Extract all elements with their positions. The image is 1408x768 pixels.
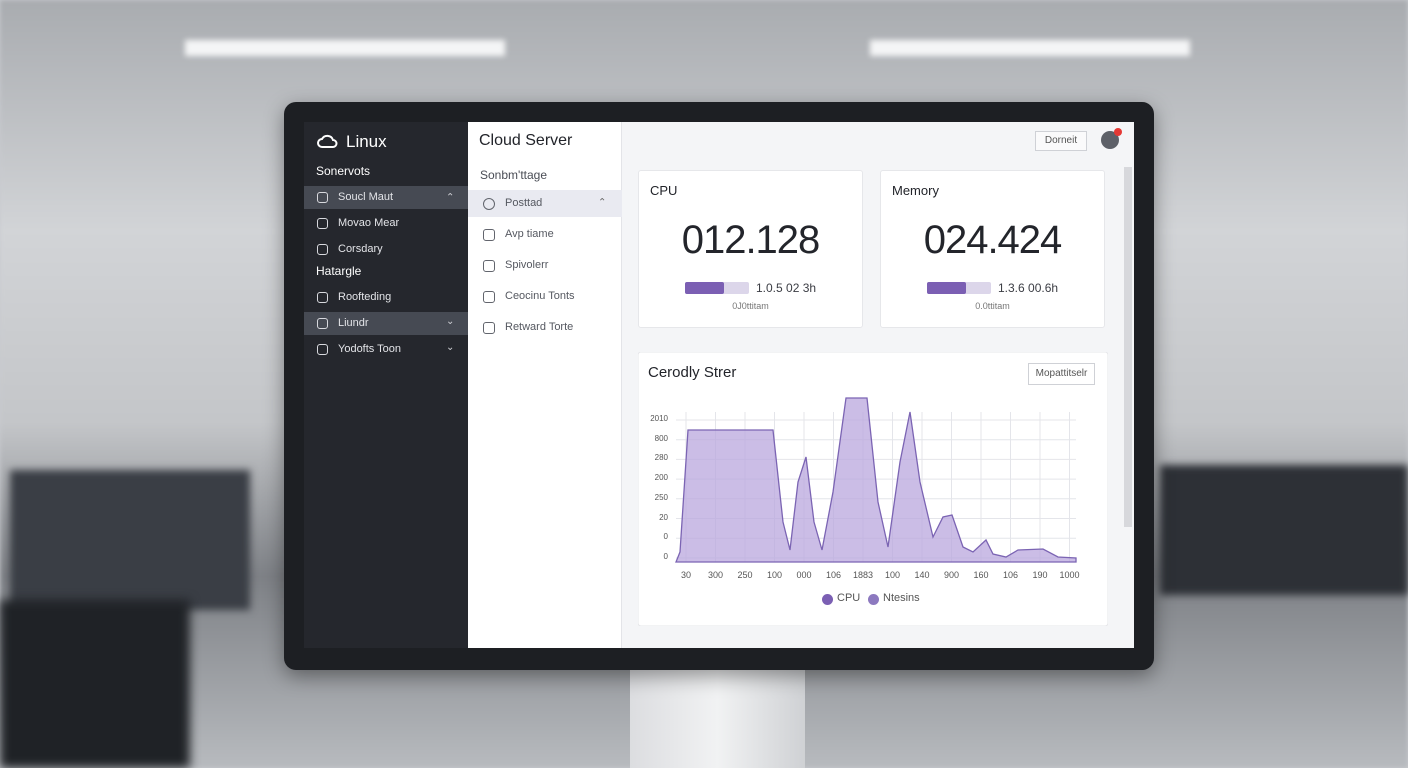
x-label: 300 xyxy=(707,570,724,580)
panel-item[interactable]: Spivolerr xyxy=(505,259,549,271)
nav-item[interactable]: Movao Mear xyxy=(338,217,400,229)
nav-icon xyxy=(317,344,328,355)
chevron: ⌄ xyxy=(446,190,455,201)
panel-item[interactable]: Posttad xyxy=(505,197,543,209)
panel-icon xyxy=(483,260,495,272)
legend-swatch xyxy=(868,594,879,605)
nav-item[interactable]: Corsdary xyxy=(338,243,383,255)
panel-item[interactable]: Avp tiame xyxy=(505,228,554,240)
y-label: 280 xyxy=(654,453,668,463)
x-label: 30 xyxy=(680,570,691,580)
monitor-stand xyxy=(630,660,805,768)
bg-monitor xyxy=(1160,465,1408,595)
panel-icon xyxy=(483,198,495,210)
metric-value: 012.128 xyxy=(681,218,821,262)
chart-card xyxy=(638,352,1108,626)
legend-swatch xyxy=(822,594,833,605)
nav-icon xyxy=(317,244,328,255)
bg-monitor xyxy=(10,470,250,610)
legend-label: Ntesins xyxy=(883,592,920,604)
nav-item[interactable]: Liundr xyxy=(338,317,369,329)
x-label: 1000 xyxy=(1059,570,1080,580)
section-label: Hatargle xyxy=(316,264,362,278)
header-button[interactable]: Dorneit xyxy=(1035,131,1087,151)
x-label: 160 xyxy=(973,570,989,580)
ceiling-light xyxy=(185,40,505,56)
chart-button[interactable]: Mopattitselr xyxy=(1028,363,1095,385)
x-label: 106 xyxy=(825,570,842,580)
metric-label: CPU xyxy=(650,183,678,198)
ceiling-light xyxy=(870,40,1190,56)
panel-title: Cloud Server xyxy=(479,132,573,149)
nav-icon xyxy=(317,318,328,329)
x-label: 000 xyxy=(796,570,812,580)
y-label: 0 xyxy=(663,551,668,561)
x-label: 900 xyxy=(943,570,960,580)
y-label: 200 xyxy=(654,473,668,483)
metric-card xyxy=(638,170,863,328)
y-label: 20 xyxy=(659,512,668,522)
meter-fill xyxy=(927,282,966,294)
chart-title: Cerodly Strer xyxy=(648,364,737,381)
metric-note: 0.0ttitam xyxy=(975,301,1010,311)
bg-chair xyxy=(0,600,190,768)
sidebar xyxy=(304,122,468,648)
x-label: 190 xyxy=(1032,570,1048,580)
scrollbar xyxy=(1124,167,1132,527)
x-label: 106 xyxy=(1002,570,1019,580)
panel-icon xyxy=(483,229,495,241)
chevron: ⌄ xyxy=(598,195,607,206)
brand: Linux xyxy=(346,132,387,151)
nav-icon xyxy=(317,192,328,203)
y-label: 800 xyxy=(654,433,668,443)
chevron: ⌄ xyxy=(446,342,455,353)
nav-icon xyxy=(317,218,328,229)
x-label: 100 xyxy=(766,570,783,580)
metric-card xyxy=(880,170,1105,328)
nav-item[interactable]: Yodofts Toon xyxy=(338,343,402,355)
usage-area xyxy=(675,397,1077,563)
x-label: 1883 xyxy=(852,570,874,580)
nav-highlight xyxy=(304,312,468,335)
nav-icon xyxy=(317,292,328,303)
x-label: 140 xyxy=(914,570,930,580)
nav-item[interactable]: Soucl Maut xyxy=(338,191,394,203)
cloud-icon xyxy=(317,134,338,148)
panel-item[interactable]: Retward Torte xyxy=(505,321,574,333)
meter-text: 1.3.6 00.6h xyxy=(998,281,1059,295)
y-label: 2010 xyxy=(650,414,668,423)
metric-label: Memory xyxy=(892,183,939,198)
metric-note: 0J0ttitam xyxy=(732,301,769,311)
x-label: 100 xyxy=(884,570,901,580)
nav-item[interactable]: Roofteding xyxy=(338,291,392,303)
panel-icon xyxy=(483,291,495,303)
panel-subtitle: Sonbm'ttage xyxy=(480,168,548,182)
x-label: 250 xyxy=(737,570,753,580)
meter-fill xyxy=(685,282,724,294)
chevron: ⌄ xyxy=(446,316,455,327)
panel-item[interactable]: Ceocinu Tonts xyxy=(505,290,575,302)
metric-value: 024.424 xyxy=(923,218,1063,262)
section-label: Sonervots xyxy=(316,164,371,178)
avatar[interactable] xyxy=(1101,131,1119,149)
y-label: 0 xyxy=(663,532,668,542)
screen: Linux Cloud Server Sonbm'ttage Dorneit S… xyxy=(304,122,1134,648)
nav-highlight xyxy=(304,186,468,209)
legend-label: CPU xyxy=(837,592,861,604)
panel-icon xyxy=(483,322,495,334)
y-label: 250 xyxy=(654,492,668,502)
notification-dot xyxy=(1114,128,1122,136)
meter-text: 1.0.5 02 3h xyxy=(756,281,817,295)
